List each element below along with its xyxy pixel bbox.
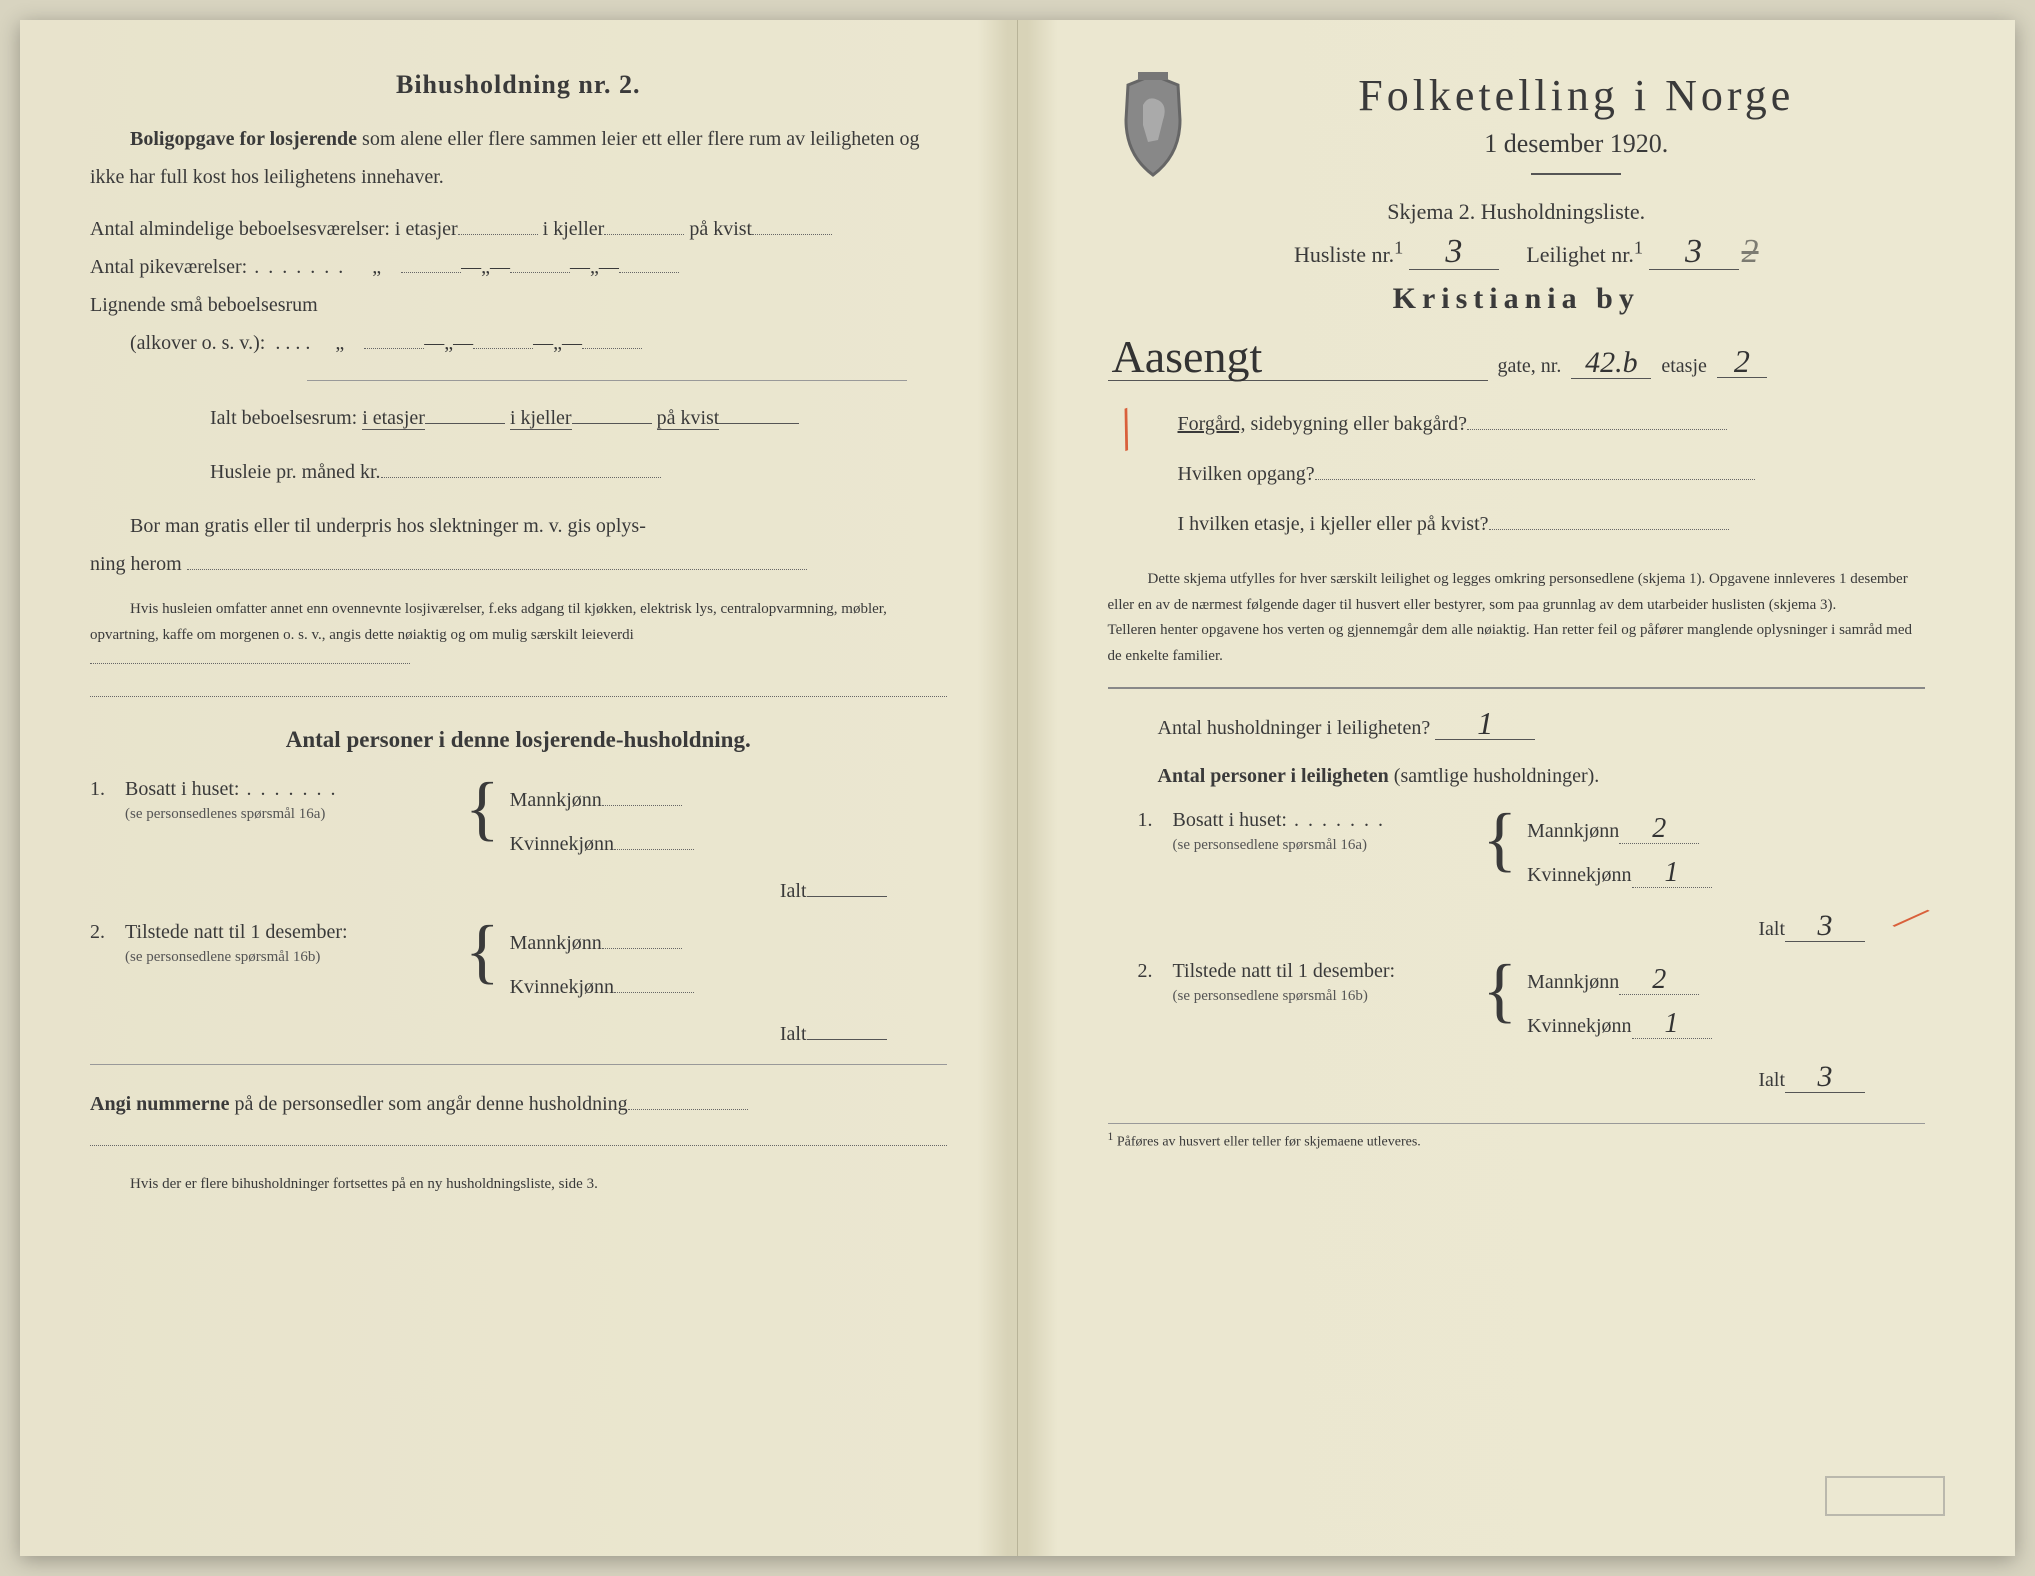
husholdninger-value: 1 xyxy=(1435,707,1535,740)
footnote: 1 Påføres av husvert eller teller før sk… xyxy=(1108,1123,1926,1151)
r1-kvinne: 1 xyxy=(1632,859,1712,888)
brace-icon: { xyxy=(1483,809,1518,897)
skjema-line: Skjema 2. Husholdningsliste. xyxy=(1108,199,1926,225)
r-count-row-1: 1. Bosatt i huset: (se personsedlene spø… xyxy=(1108,809,1926,897)
masthead: Folketelling i Norge 1 desember 1920. xyxy=(1108,70,1926,189)
r1-ialt: 3 xyxy=(1785,911,1865,942)
r-count-row-2: 2. Tilstede natt til 1 desember: (se per… xyxy=(1108,960,1926,1048)
gratis-line2: ning herom xyxy=(90,545,947,583)
street-value: Aasengt xyxy=(1108,334,1488,381)
husliste-value: 3 xyxy=(1409,235,1499,270)
ialt-rooms: Ialt beboelsesrum: i etasjer i kjeller p… xyxy=(90,399,947,437)
r1-mann: 2 xyxy=(1619,815,1699,844)
rent-note: Hvis husleien omfatter annet enn ovennev… xyxy=(90,597,947,674)
count-heading: Antal personer i denne losjerende-hushol… xyxy=(90,727,947,753)
rule-line xyxy=(1108,687,1926,689)
brace-icon: { xyxy=(1483,960,1518,1048)
husliste-line: Husliste nr.1 3 Leilighet nr.1 3 2 xyxy=(1108,235,1926,270)
street-nr: 42.b xyxy=(1571,348,1651,379)
blank-rule xyxy=(90,1145,947,1146)
city-name: Kristiania by xyxy=(1108,282,1926,316)
rooms-line1: Antal almindelige beboelsesværelser: i e… xyxy=(90,210,947,248)
etasje-value: 2 xyxy=(1717,345,1767,378)
question-3: I hvilken etasje, i kjeller eller på kvi… xyxy=(1178,505,1926,543)
question-2: Hvilken opgang? xyxy=(1178,455,1926,493)
leilighet-value: 3 2 xyxy=(1649,235,1739,270)
address-line: Aasengt gate, nr. 42.b etasje 2 xyxy=(1108,334,1926,385)
brace-icon: { xyxy=(465,778,500,866)
red-check-icon: / xyxy=(1106,394,1145,465)
husholdninger-line: Antal husholdninger i leiligheten? 1 xyxy=(1108,707,1926,747)
count-row-2: 2. Tilstede natt til 1 desember: (se per… xyxy=(90,921,947,1009)
document-spread: Bihusholdning nr. 2. Boligopgave for los… xyxy=(20,20,2015,1556)
count-row-1: 1. Bosatt i huset: (se personsedlenes sp… xyxy=(90,778,947,866)
questions-block: / Forgård, sidebygning eller bakgård? Hv… xyxy=(1108,405,1926,543)
red-mark-icon: ⁄ xyxy=(1894,893,1928,945)
rule-line xyxy=(90,1064,947,1065)
right-page: Folketelling i Norge 1 desember 1920. Sk… xyxy=(1018,20,2016,1556)
personer-heading: Antal personer i leiligheten (samtlige h… xyxy=(1108,757,1926,795)
left-title: Bihusholdning nr. 2. xyxy=(90,70,947,100)
angi-line: Angi nummerne på de personsedler som ang… xyxy=(90,1085,947,1123)
r2-kvinne: 1 xyxy=(1632,1010,1712,1039)
divider xyxy=(1531,173,1621,175)
left-page: Bihusholdning nr. 2. Boligopgave for los… xyxy=(20,20,1018,1556)
ialt-2: Ialt xyxy=(90,1023,947,1046)
census-date: 1 desember 1920. xyxy=(1228,129,1926,159)
printer-stamp-icon xyxy=(1825,1476,1945,1516)
ialt-1: Ialt xyxy=(90,880,947,903)
blank-rule xyxy=(90,696,947,697)
rent-line: Husleie pr. måned kr. xyxy=(90,453,947,491)
intro-bold: Boligopgave for losjerende xyxy=(130,128,357,150)
intro-paragraph: Boligopgave for losjerende som alene ell… xyxy=(90,120,947,196)
instructions: Dette skjema utfylles for hver særskilt … xyxy=(1108,567,1926,669)
r-ialt-2: Ialt3 xyxy=(1108,1062,1926,1093)
brace-icon: { xyxy=(465,921,500,1009)
left-footer: Hvis der er flere bihusholdninger fortse… xyxy=(90,1172,947,1198)
r-ialt-1: Ialt3 ⁄ xyxy=(1108,911,1926,942)
gratis-line: Bor man gratis eller til underpris hos s… xyxy=(90,507,947,545)
main-title: Folketelling i Norge xyxy=(1228,70,1926,121)
rooms-line3: Lignende små beboelsesrum (alkover o. s.… xyxy=(90,286,947,362)
r2-ialt: 3 xyxy=(1785,1062,1865,1093)
r2-mann: 2 xyxy=(1619,966,1699,995)
question-1: Forgård, sidebygning eller bakgård? xyxy=(1178,405,1926,443)
rule-line xyxy=(307,380,907,381)
coat-of-arms-icon xyxy=(1108,70,1198,180)
rooms-line2: Antal pikeværelser: „ —„——„— xyxy=(90,248,947,286)
